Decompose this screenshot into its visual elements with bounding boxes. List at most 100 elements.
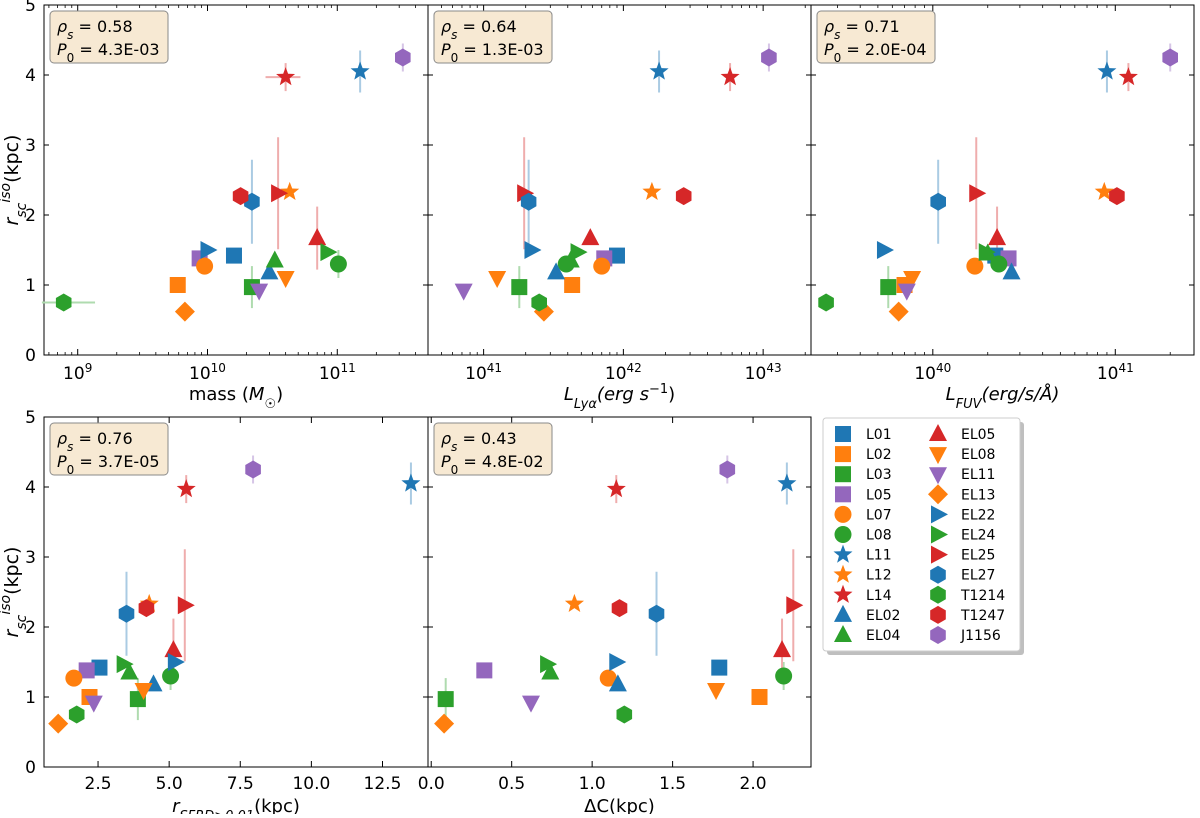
point-J1156 [245, 460, 261, 479]
x-tick-label: 1.0 [579, 774, 606, 794]
point-EL04 [120, 662, 139, 680]
point-L12 [564, 593, 584, 612]
legend-label-EL27: EL27 [961, 568, 995, 584]
point-T1247 [611, 599, 628, 618]
x-tick-label: 2.0 [740, 774, 767, 794]
point-L08 [162, 667, 180, 685]
point-EL05 [308, 228, 327, 246]
point-T1214 [68, 705, 85, 724]
point-L11 [777, 473, 797, 492]
x-tick-label: 1042 [605, 361, 642, 384]
point-J1156 [1162, 48, 1178, 67]
point-T1214 [531, 293, 547, 312]
point-L08 [775, 667, 793, 685]
point-T1247 [138, 599, 155, 618]
x-tick-label: 109 [63, 361, 92, 384]
legend-label-EL13: EL13 [961, 487, 995, 503]
point-EL13 [48, 713, 69, 734]
point-EL22 [609, 653, 627, 671]
y-tick-label: 1 [25, 688, 36, 708]
y-tick-label: 4 [25, 478, 36, 498]
point-EL02 [608, 674, 627, 692]
legend-marker-L14 [833, 584, 853, 603]
spearman-rho-label: ρs = 0.76 [57, 429, 133, 454]
point-L07 [599, 669, 617, 687]
point-EL11 [250, 283, 269, 301]
legend-label-EL08: EL08 [961, 447, 995, 463]
point-L11 [350, 61, 370, 80]
point-EL25 [969, 184, 987, 203]
point-L02 [751, 689, 768, 705]
point-EL22 [524, 241, 542, 259]
point-EL13 [888, 301, 909, 322]
point-EL24 [116, 655, 134, 674]
legend-marker-EL13 [928, 484, 948, 505]
point-L12 [1094, 181, 1114, 200]
point-EL25 [786, 596, 804, 615]
y-axis-label: rsciso(kpc) [0, 135, 30, 226]
legend-label-L07: L07 [866, 507, 892, 523]
point-L03 [437, 691, 454, 708]
point-L03 [511, 279, 528, 296]
x-tick-label: 1040 [914, 361, 951, 384]
legend-label-L02: L02 [866, 447, 892, 463]
legend-label-L05: L05 [866, 487, 892, 503]
point-L01 [91, 659, 108, 676]
legend: L01 L02 L03 L05 L07 L08 L11 L12 L14 EL02 EL04 EL05 E… [822, 417, 1024, 655]
point-EL11 [454, 283, 473, 301]
legend-marker-L02 [835, 446, 851, 463]
y-axis-label: rsciso(kpc) [0, 547, 30, 638]
y-tick-label: 0 [25, 758, 36, 778]
y-tick-label: 3 [25, 136, 36, 156]
p-value-label: P0 = 4.8E-02 [441, 452, 544, 477]
point-T1214 [818, 293, 834, 312]
x-axis-label: LFUV(erg/s/Å) [946, 383, 1060, 412]
legend-label-EL02: EL02 [866, 608, 900, 624]
p-value-label: P0 = 1.3E-03 [441, 40, 544, 65]
legend-label-L01: L01 [866, 427, 892, 443]
x-axis-label: LLyα(erg s−1) [564, 382, 675, 412]
x-axis-label: rSFRD>0.01(kpc) [172, 796, 300, 814]
legend-marker-T1247 [930, 605, 946, 624]
x-tick-label: 1041 [1097, 361, 1134, 384]
point-L05 [78, 662, 95, 679]
legend-marker-EL08 [929, 447, 947, 465]
x-tick-label: 1011 [319, 361, 356, 384]
point-EL04 [541, 662, 560, 680]
point-EL22 [200, 241, 218, 259]
legend-label-L08: L08 [866, 528, 892, 544]
legend-marker-EL02 [834, 604, 852, 622]
legend-label-L03: L03 [866, 467, 892, 483]
legend-marker-L03 [835, 466, 851, 483]
legend-marker-L05 [835, 486, 851, 503]
y-tick-label: 5 [25, 408, 36, 428]
point-T1214 [616, 705, 633, 724]
point-L07 [65, 669, 83, 687]
x-tick-label: 1043 [745, 361, 782, 384]
point-EL25 [271, 184, 289, 203]
x-tick-label: 12.5 [364, 774, 402, 794]
legend-marker-T1214 [930, 585, 946, 604]
point-EL13 [174, 301, 195, 322]
point-EL05 [773, 640, 792, 658]
legend-label-L11: L11 [866, 548, 892, 564]
legend-marker-J1156 [930, 626, 946, 644]
legend-label-J1156: J1156 [960, 628, 1001, 644]
y-tick-label: 2 [25, 206, 36, 226]
legend-marker-EL05 [929, 424, 947, 441]
point-EL24 [978, 243, 996, 262]
x-tick-label: 0.0 [418, 774, 445, 794]
point-EL13 [434, 713, 455, 734]
point-EL24 [570, 243, 588, 262]
point-L07 [966, 257, 984, 275]
y-tick-label: 2 [25, 618, 36, 638]
legend-label-T1247: T1247 [960, 608, 1005, 624]
point-L02 [564, 277, 581, 293]
point-EL24 [540, 655, 558, 674]
y-tick-label: 5 [25, 0, 36, 16]
p-value-label: P0 = 3.7E-05 [57, 452, 160, 477]
